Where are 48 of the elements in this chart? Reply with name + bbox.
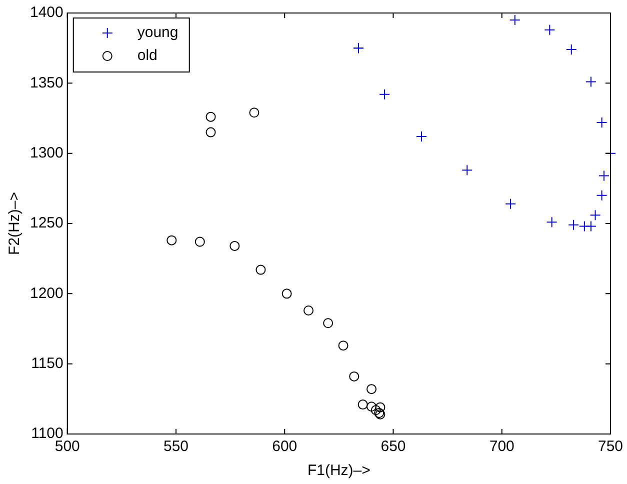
point [194, 236, 205, 247]
point [323, 318, 334, 328]
y-axis-title: F2(Hz)–> [6, 192, 24, 255]
point [366, 384, 377, 394]
point [256, 264, 266, 275]
point [505, 198, 516, 210]
point [596, 190, 608, 201]
point [366, 402, 377, 412]
point [566, 44, 577, 55]
point [349, 371, 360, 382]
y-tick-label: 1400 [30, 4, 64, 22]
point [166, 235, 177, 246]
legend-label: old [137, 47, 158, 64]
x-tick-label: 600 [272, 438, 298, 456]
x-tick-label: 650 [380, 438, 406, 456]
y-tick-label: 1300 [30, 144, 64, 162]
point [585, 220, 596, 232]
point [230, 240, 240, 251]
y-tick-label: 1200 [30, 284, 64, 302]
point [598, 170, 610, 182]
x-tick-label: 500 [54, 438, 80, 456]
x-tick-label: 700 [489, 438, 514, 456]
point [544, 24, 556, 36]
point [206, 127, 216, 138]
point [590, 210, 601, 221]
point [249, 108, 260, 118]
point [416, 130, 427, 142]
point [370, 405, 381, 416]
point [282, 288, 292, 299]
point [568, 219, 580, 230]
point [375, 402, 386, 412]
point [462, 164, 473, 176]
point [304, 306, 314, 316]
point [206, 112, 216, 122]
point [585, 76, 596, 88]
y-tick-label: 1250 [30, 214, 64, 232]
point [379, 88, 390, 100]
x-axis-title: F1(Hz)–> [307, 462, 371, 480]
point [546, 216, 558, 228]
point [596, 116, 608, 128]
y-tick-label: 1150 [31, 354, 64, 372]
x-tick-label: 750 [598, 438, 623, 456]
point [358, 400, 368, 410]
point [509, 14, 520, 26]
legend-label: young [137, 24, 178, 42]
x-tick-label: 550 [163, 438, 189, 456]
y-tick-label: 1350 [30, 74, 64, 92]
point [338, 340, 348, 351]
